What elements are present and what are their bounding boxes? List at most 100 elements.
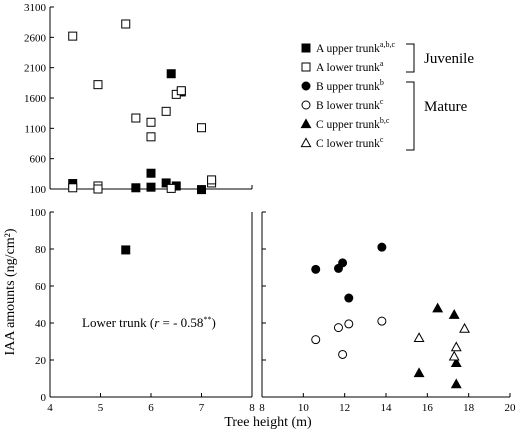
x-axis-title: Tree height (m): [224, 415, 312, 430]
juvenile-bracket: [406, 43, 415, 73]
annotation-middle: = - 0.58: [159, 315, 203, 330]
legend-marker-c-lower: [300, 137, 312, 148]
top-y-tick-label: 3100: [24, 2, 47, 14]
point-top-a-upper: [146, 182, 156, 192]
legend-text-a-lower: A lower trunk: [316, 62, 380, 74]
legend-text-b-upper: B upper trunk: [316, 81, 380, 93]
point-bottom-right-c-upper: [448, 309, 460, 319]
legend-text-c-upper: C upper trunk: [316, 119, 380, 131]
legend-label-b-lower: B lower trunkc: [316, 97, 384, 112]
legend-sup-b-lower: c: [380, 97, 384, 106]
top-y-tick-label: 600: [30, 154, 47, 166]
bottom-left-x-tick-label: 4: [47, 402, 53, 414]
bottom-left-y-tick-label: 100: [30, 207, 47, 219]
legend-label-c-upper: C upper trunkb,c: [316, 116, 390, 131]
point-top-a-lower: [68, 183, 78, 193]
bottom-left-y-tick-label: 40: [35, 318, 47, 330]
legend-marker-a-lower: [301, 62, 311, 72]
point-bottom-right-c-upper: [450, 357, 462, 367]
point-bottom-right-b-upper: [338, 258, 348, 268]
bottom-right-x-tick-label: 18: [463, 402, 475, 414]
point-top-a-lower: [93, 80, 103, 90]
point-top-a-lower: [166, 183, 176, 193]
legend-sup-c-lower: c: [380, 135, 384, 144]
mature-bracket: [406, 81, 415, 151]
correlation-annotation: Lower trunk (r = - 0.58**): [82, 315, 216, 330]
annotation-r: r: [154, 315, 160, 330]
point-top-a-lower: [176, 86, 186, 96]
top-y-tick-label: 1600: [24, 93, 47, 105]
point-bottom-right-b-lower: [377, 316, 387, 326]
bottom-right-x-tick-label: 20: [505, 402, 517, 414]
bottom-left-y-tick-label: 60: [35, 281, 47, 293]
top-y-tick-label: 2100: [24, 63, 47, 75]
bottom-right-x-tick-label: 8: [259, 402, 265, 414]
point-top-a-lower: [146, 132, 156, 142]
point-top-a-lower: [161, 106, 171, 116]
bottom-left-x-tick-label: 5: [98, 402, 104, 414]
point-top-a-lower: [93, 184, 103, 194]
legend-label-c-lower: C lower trunkc: [316, 135, 384, 150]
annotation-prefix: Lower trunk (: [82, 315, 154, 330]
annotation-stars: **: [203, 315, 211, 324]
point-bottom-left-a-upper: [121, 245, 131, 255]
bottom-left-y-tick-label: 20: [35, 355, 47, 367]
legend-label-b-upper: B upper trunkb: [316, 78, 384, 93]
point-top-a-upper: [131, 183, 141, 193]
point-bottom-right-b-lower: [333, 323, 343, 333]
marks-layer: [68, 19, 470, 389]
point-top-a-upper: [197, 185, 206, 195]
point-bottom-right-c-lower: [413, 332, 425, 342]
point-bottom-right-c-upper: [432, 302, 444, 313]
bottom-left-x-tick-label: 7: [199, 402, 205, 414]
legend-marker-c-upper: [300, 118, 312, 129]
mature-label: Mature: [424, 99, 468, 115]
point-top-a-lower: [146, 117, 156, 127]
legend-sup-a-upper: a,b,c: [380, 40, 396, 49]
legend-text-a-upper: A upper trunk: [316, 43, 380, 55]
point-bottom-right-b-lower: [311, 335, 321, 345]
legend-marker-a-upper: [301, 43, 311, 53]
point-bottom-right-c-lower: [450, 341, 462, 352]
point-bottom-right-b-upper: [377, 242, 387, 252]
legend-label-a-upper: A upper trunka,b,c: [316, 40, 395, 55]
point-bottom-right-c-lower: [459, 322, 470, 333]
point-bottom-right-c-upper: [413, 367, 425, 378]
legend-sup-b-upper: b: [380, 78, 384, 87]
legend: A upper trunka,b,c A lower trunka B uppe…: [300, 40, 474, 151]
legend-marker-b-lower: [301, 100, 311, 110]
annotation-suffix: ): [211, 315, 215, 330]
legend-sup-c-upper: b,c: [380, 116, 390, 125]
bottom-right-x-tick-label: 16: [422, 402, 434, 414]
point-bottom-right-b-upper: [311, 264, 321, 274]
point-top-a-lower: [197, 123, 206, 133]
point-bottom-right-c-upper: [450, 378, 462, 389]
point-top-a-upper: [161, 178, 171, 188]
point-top-a-upper: [146, 168, 156, 178]
legend-marker-b-upper: [301, 81, 311, 91]
point-bottom-right-b-upper: [344, 293, 354, 303]
point-bottom-right-b-lower: [338, 349, 348, 359]
bottom-right-x-tick-label: 10: [298, 402, 310, 414]
point-top-a-lower: [68, 31, 78, 41]
bottom-left-x-tick-label: 8: [249, 402, 255, 414]
juvenile-label: Juvenile: [424, 51, 474, 67]
bottom-left-x-tick-label: 6: [148, 402, 154, 414]
point-top-a-lower: [121, 19, 131, 29]
point-bottom-right-c-lower: [448, 350, 460, 361]
bottom-right-x-tick-label: 12: [339, 402, 350, 414]
point-bottom-right-b-lower: [344, 319, 354, 329]
y-axis-title: IAA amounts (ng/cm²): [3, 228, 18, 355]
legend-label-a-lower: A lower trunka: [316, 59, 384, 74]
top-y-tick-label: 100: [30, 184, 47, 196]
legend-text-c-lower: C lower trunk: [316, 138, 380, 150]
point-top-a-upper: [166, 69, 176, 79]
point-top-a-lower: [131, 113, 141, 123]
bottom-left-y-tick-label: 0: [41, 392, 47, 404]
top-y-tick-label: 1100: [24, 123, 46, 135]
bottom-right-x-tick-label: 14: [381, 402, 393, 414]
legend-text-b-lower: B lower trunk: [316, 100, 380, 112]
legend-marker-group: [300, 43, 312, 148]
